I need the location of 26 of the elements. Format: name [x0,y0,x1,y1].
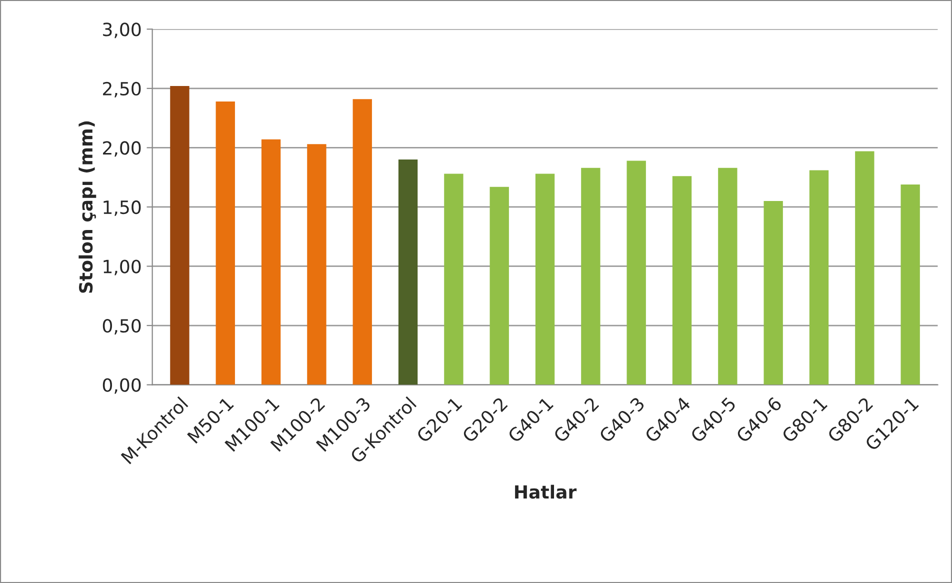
bar [307,144,326,385]
bar [626,160,646,385]
y-tick-label: 2,50 [103,82,141,98]
bar [672,176,692,385]
bar [535,174,555,385]
bar [809,170,829,385]
bar [216,101,235,385]
bar [718,168,738,385]
bar [764,201,783,385]
y-tick-label: 2,00 [103,141,141,157]
x-axis-title: Hatlar [515,484,577,499]
y-tick-label: 1,00 [104,260,141,276]
y-tick-label: 3,00 [103,22,141,38]
y-tick-label: 0,50 [102,318,141,334]
bar [170,86,190,385]
bar [581,168,600,385]
bar [444,174,464,385]
bar [352,99,372,385]
bar [900,184,920,385]
y-tick-label: 1,50 [104,200,141,216]
bar [261,139,281,385]
bar [398,160,418,385]
y-tick-label: 0,00 [102,378,141,394]
bar [490,186,509,385]
y-axis-title: Stolon çapı (mm) [78,121,96,293]
bar [855,151,874,385]
